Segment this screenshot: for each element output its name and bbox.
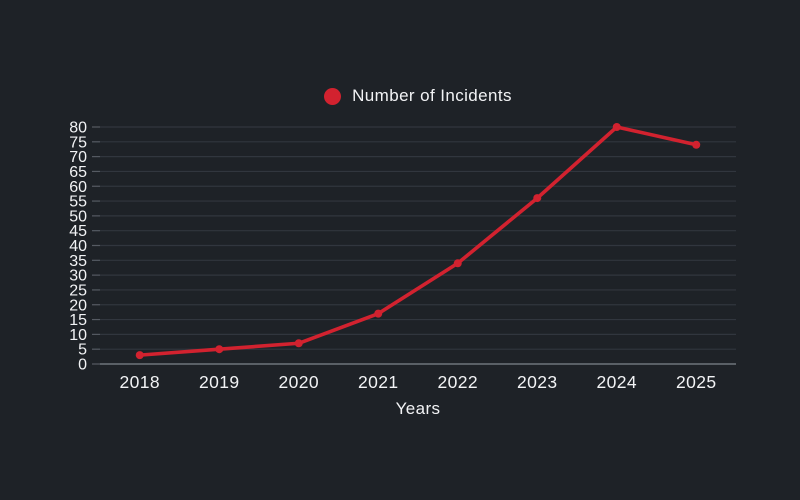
data-point [533, 194, 542, 203]
x-tick-label: 2019 [199, 372, 240, 392]
chart-legend: Number of Incidents [100, 86, 736, 106]
data-line [137, 125, 699, 357]
data-point [374, 309, 383, 318]
y-tick-label: 15 [69, 312, 87, 329]
x-tick-label: 2020 [278, 372, 319, 392]
data-point [294, 339, 303, 348]
y-tick-label: 80 [69, 120, 87, 137]
y-tick-label: 0 [78, 357, 87, 374]
y-tick-label: 45 [69, 223, 87, 240]
y-tick-label: 20 [69, 297, 87, 314]
x-tick-label: 2021 [358, 372, 399, 392]
legend-marker-dot [324, 87, 342, 105]
y-tick-label: 10 [69, 327, 87, 344]
x-tick-label: 2023 [517, 372, 558, 392]
x-tick-label: 2018 [119, 372, 160, 392]
x-axis-title: Years [395, 399, 441, 418]
data-point [612, 123, 621, 131]
y-tick-label: 40 [69, 238, 87, 255]
x-tick-label: 2022 [437, 372, 478, 392]
y-tick-label: 50 [69, 208, 87, 225]
x-tick-label: 2025 [676, 372, 717, 392]
y-tick-label: 35 [69, 253, 87, 270]
legend-series-label: Number of Incidents [352, 86, 512, 105]
data-point [215, 345, 224, 354]
y-tick-label: 60 [69, 179, 87, 196]
data-point [692, 140, 701, 149]
y-tick-label: 30 [69, 268, 87, 285]
y-tick-label: 65 [69, 164, 87, 181]
y-tick-label: 75 [69, 134, 87, 151]
y-tick-label: 5 [78, 342, 87, 359]
y-tick-label: 25 [69, 282, 87, 299]
data-point [453, 259, 462, 268]
data-point [135, 351, 144, 360]
y-tick-label: 55 [69, 194, 87, 211]
x-tick-label: 2024 [596, 372, 637, 392]
y-tick-label: 70 [69, 149, 87, 166]
